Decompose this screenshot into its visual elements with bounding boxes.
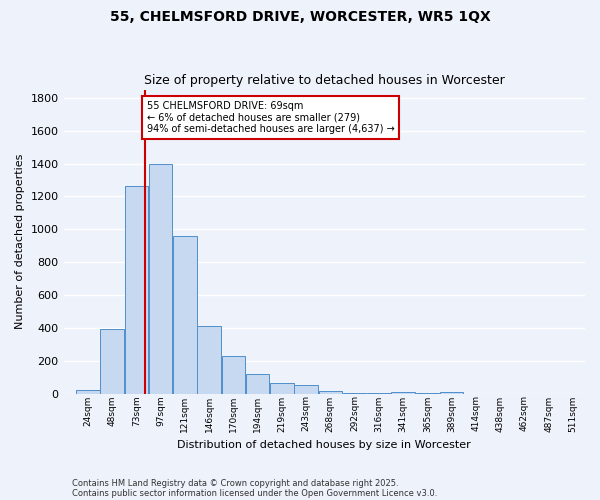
Text: 55, CHELMSFORD DRIVE, WORCESTER, WR5 1QX: 55, CHELMSFORD DRIVE, WORCESTER, WR5 1QX (110, 10, 490, 24)
Bar (391, 392, 415, 394)
Bar (440, 392, 463, 394)
Text: Contains public sector information licensed under the Open Government Licence v3: Contains public sector information licen… (72, 488, 437, 498)
Bar (125, 186, 148, 394)
Bar (295, 385, 318, 394)
Bar (197, 326, 221, 394)
Bar (319, 392, 342, 394)
Bar (416, 393, 439, 394)
Y-axis label: Number of detached properties: Number of detached properties (15, 154, 25, 330)
Bar (270, 383, 293, 394)
Bar (221, 356, 245, 394)
Title: Size of property relative to detached houses in Worcester: Size of property relative to detached ho… (144, 74, 505, 87)
Bar (149, 164, 172, 394)
Bar (367, 393, 391, 394)
Text: 55 CHELMSFORD DRIVE: 69sqm
← 6% of detached houses are smaller (279)
94% of semi: 55 CHELMSFORD DRIVE: 69sqm ← 6% of detac… (146, 101, 394, 134)
Bar (246, 374, 269, 394)
Bar (343, 393, 367, 394)
X-axis label: Distribution of detached houses by size in Worcester: Distribution of detached houses by size … (178, 440, 471, 450)
Bar (76, 390, 100, 394)
Text: Contains HM Land Registry data © Crown copyright and database right 2025.: Contains HM Land Registry data © Crown c… (72, 478, 398, 488)
Bar (173, 236, 197, 394)
Bar (100, 329, 124, 394)
